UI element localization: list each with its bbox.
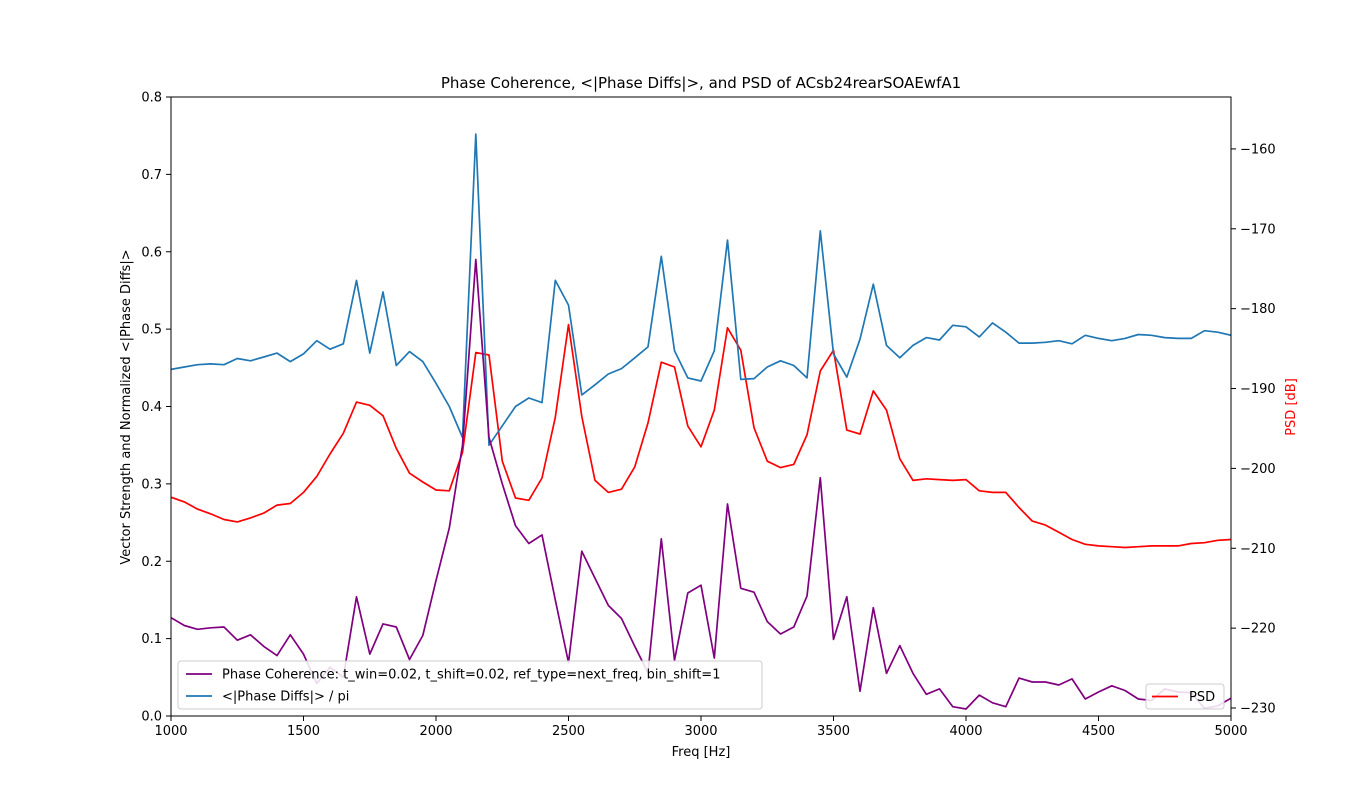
series-line-phase-coherence <box>171 258 1231 710</box>
y-left-tick-label: 0.6 <box>141 245 162 260</box>
legend-right: PSD <box>1145 683 1225 710</box>
legend-right-label: PSD <box>1189 690 1215 705</box>
series-line-phase-diffs <box>171 133 1231 447</box>
x-tick-label: 5000 <box>1214 724 1247 739</box>
legend-left-label: <|Phase Diffs|> / pi <box>222 690 349 705</box>
legend-left: Phase Coherence: t_win=0.02, t_shift=0.0… <box>177 660 763 710</box>
x-tick-label: 1000 <box>154 724 187 739</box>
series-layer <box>171 133 1231 710</box>
x-axis-label: Freq [Hz] <box>672 745 731 760</box>
y-right-tick-label: −180 <box>1240 302 1276 317</box>
y-left-tick-label: 0.3 <box>141 477 162 492</box>
legend-left-box <box>177 660 763 710</box>
y-right-tick-label: −160 <box>1240 142 1276 157</box>
y-left-tick-label: 0.2 <box>141 555 162 570</box>
y-axis-label-right: PSD [dB] <box>1284 378 1299 436</box>
y-right-tick-label: −210 <box>1240 542 1276 557</box>
y-left-tick-label: 0.7 <box>141 168 162 183</box>
x-tick-label: 2500 <box>552 724 585 739</box>
y-axis-right: −230 −220 −210 −200 −190 −180 −170 −160 <box>1231 142 1276 717</box>
series-line-psd <box>171 323 1231 549</box>
y-right-tick-label: −170 <box>1240 222 1276 237</box>
y-left-tick-label: 0.8 <box>141 91 162 106</box>
y-right-tick-label: −200 <box>1240 462 1276 477</box>
y-left-tick-label: 0.1 <box>141 632 162 647</box>
y-left-tick-label: 0.5 <box>141 323 162 338</box>
y-axis-left: 0.0 0.1 0.2 0.3 0.4 0.5 0.6 0.7 0.8 <box>141 91 171 725</box>
x-tick-label: 3500 <box>817 724 850 739</box>
chart-title: Phase Coherence, <|Phase Diffs|>, and PS… <box>441 74 961 92</box>
y-right-tick-label: −220 <box>1240 622 1276 637</box>
y-left-tick-label: 0.0 <box>141 710 162 725</box>
y-right-tick-label: −190 <box>1240 382 1276 397</box>
x-tick-label: 3000 <box>684 724 717 739</box>
y-axis-label-left: Vector Strength and Normalized <|Phase D… <box>119 249 134 564</box>
x-tick-label: 1500 <box>287 724 320 739</box>
x-tick-label: 2000 <box>419 724 452 739</box>
y-left-tick-label: 0.4 <box>141 400 162 415</box>
x-axis: 1000 1500 2000 2500 3000 3500 4000 4500 5000 <box>154 716 1248 739</box>
x-tick-label: 4500 <box>1082 724 1115 739</box>
legend-left-label: Phase Coherence: t_win=0.02, t_shift=0.0… <box>222 668 720 683</box>
y-right-tick-label: −230 <box>1240 702 1276 717</box>
legend-right-box <box>1145 683 1225 710</box>
x-tick-label: 4000 <box>949 724 982 739</box>
